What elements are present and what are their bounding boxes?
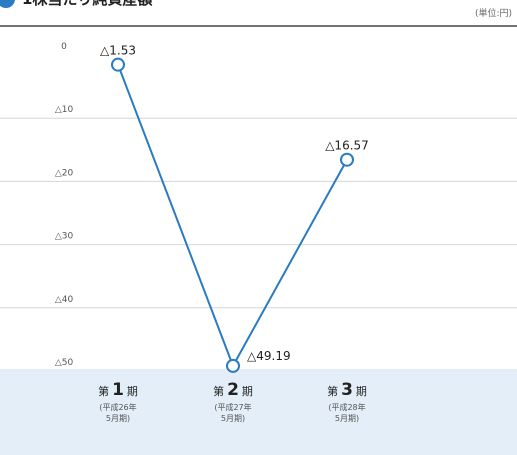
data-point: [226, 358, 240, 373]
unit-label: (単位:円): [475, 7, 512, 19]
data-label: △1.53: [100, 44, 136, 58]
category-band: [0, 369, 517, 455]
category-labels: 第 1 期 (平成26年 5月期) 第 2 期 (平成27年 5月期) 第 3 期 (平成28年 5月期): [98, 380, 367, 423]
category-sub-label: 5月期): [335, 414, 359, 423]
data-label: △49.19: [247, 349, 291, 363]
y-tick-label: 0: [61, 42, 67, 52]
y-tick-label: △40: [55, 295, 74, 305]
category-sub-label: (平成26年: [99, 402, 136, 412]
title-bullet-icon: [0, 0, 15, 8]
data-point: [340, 152, 354, 167]
gridlines: [0, 117, 517, 309]
data-labels: △1.53 △49.19 △16.57: [100, 44, 369, 363]
series-line: [117, 64, 348, 369]
category-sub-label: (平成27年: [214, 402, 251, 412]
y-tick-label: △10: [55, 105, 74, 115]
category-sub-label: (平成28年: [328, 402, 365, 412]
y-tick-label: △30: [55, 232, 74, 242]
series-line-group: [111, 57, 354, 373]
category-sub-label: 5月期): [106, 414, 130, 423]
data-point: [111, 57, 125, 72]
y-tick-label: △20: [55, 168, 74, 178]
category-sub-label: 5月期): [221, 414, 245, 423]
chart-title: 1株当たり純資産額: [22, 0, 152, 8]
data-label: △16.57: [325, 139, 369, 153]
y-tick-label: △50: [55, 358, 74, 368]
y-tick-labels: 0 △10 △20 △30 △40 △50: [55, 42, 74, 368]
